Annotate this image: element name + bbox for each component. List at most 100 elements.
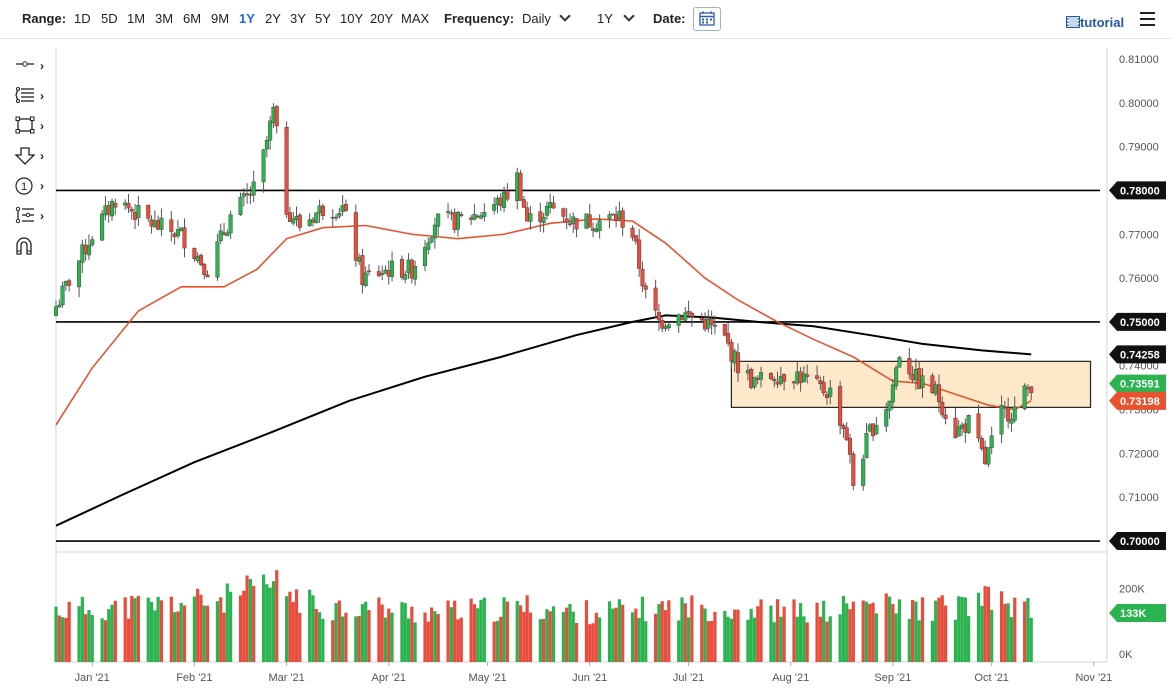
range-1m[interactable]: 1M <box>127 11 146 26</box>
volume-bar <box>472 604 477 662</box>
rectangle-tool[interactable]: › <box>14 116 50 140</box>
candle <box>910 373 915 381</box>
candle <box>449 212 454 215</box>
candle <box>113 202 118 208</box>
arrow-tool[interactable]: › <box>14 146 50 170</box>
candle <box>492 204 497 211</box>
volume-bar <box>173 612 177 662</box>
candle <box>228 214 233 234</box>
x-tick-label: Jun '21 <box>572 672 607 684</box>
y-tick-label: 0.72000 <box>1119 448 1159 460</box>
frequency-select[interactable]: Daily <box>522 10 571 26</box>
volume-bar <box>934 600 938 662</box>
volume-bar <box>677 620 681 662</box>
volume-bar <box>252 585 256 662</box>
range-1y[interactable]: 1Y <box>239 11 255 26</box>
volume-bar <box>436 614 440 662</box>
range-2y[interactable]: 2Y <box>265 11 281 26</box>
range-max[interactable]: MAX <box>401 11 430 26</box>
candle <box>617 211 622 219</box>
volume-bar <box>433 611 437 662</box>
volume-bar <box>84 614 88 662</box>
volume-bar <box>851 601 855 662</box>
candle <box>591 228 596 231</box>
range-5y[interactable]: 5Y <box>315 11 331 26</box>
crosshair-line-tool[interactable]: › <box>14 56 50 80</box>
y-tick-label: 0.79000 <box>1119 142 1159 154</box>
range-20y[interactable]: 20Y <box>370 11 394 26</box>
date-label: Date: <box>653 11 686 26</box>
candle <box>745 370 750 374</box>
range-10y[interactable]: 10Y <box>340 11 364 26</box>
volume-bar <box>891 604 895 662</box>
y-tick-label: 0.74000 <box>1119 361 1159 373</box>
price-tag-text: 0.73591 <box>1120 379 1160 391</box>
candle <box>821 381 826 394</box>
candle <box>469 217 474 220</box>
range-3y[interactable]: 3Y <box>290 11 306 26</box>
volume-bar <box>308 589 312 662</box>
candle <box>676 314 681 326</box>
candle <box>337 213 342 217</box>
range-1d[interactable]: 1D <box>74 11 91 26</box>
calendar-button[interactable] <box>693 7 721 31</box>
candle <box>159 217 164 230</box>
volume-bar <box>90 614 94 662</box>
candle <box>679 316 684 320</box>
volume-bar <box>887 596 892 662</box>
volume-bar <box>492 621 496 662</box>
range-3m[interactable]: 3M <box>155 11 174 26</box>
volume-bar <box>654 613 658 662</box>
volume-bar <box>225 583 229 662</box>
candle <box>149 219 154 227</box>
magnet-tool[interactable] <box>14 236 50 260</box>
marker-number: 1 <box>21 181 27 193</box>
fibonacci-icon <box>15 87 34 103</box>
volume-bar <box>621 604 625 662</box>
candle <box>732 350 737 364</box>
candle <box>479 215 484 219</box>
candle <box>518 173 523 201</box>
volume-bar <box>884 593 888 662</box>
volume-bar <box>894 613 898 662</box>
range-6m[interactable]: 6M <box>183 11 202 26</box>
volume-bar <box>429 607 434 662</box>
volume-bar <box>960 596 964 662</box>
candle <box>146 204 151 219</box>
volume-bar <box>364 601 368 662</box>
pattern-tool[interactable]: › <box>14 206 50 230</box>
candle <box>844 427 849 441</box>
candle <box>1022 385 1027 409</box>
volume-bar <box>990 609 994 662</box>
volume-bar <box>67 601 71 662</box>
candle <box>920 375 925 389</box>
candle <box>801 373 806 382</box>
volume-bar <box>874 613 878 662</box>
volume-bar <box>617 599 621 662</box>
volume-bar <box>574 622 579 662</box>
volume-bar <box>561 612 565 662</box>
candle <box>182 227 187 249</box>
volume-bar <box>937 597 941 662</box>
candle <box>848 437 853 455</box>
candle <box>363 272 368 286</box>
fibonacci-tool[interactable]: › <box>14 86 50 110</box>
range-5d[interactable]: 5D <box>101 11 118 26</box>
candle <box>495 198 500 205</box>
candle <box>759 372 764 380</box>
tutorial-link[interactable]: tutorial <box>1066 15 1124 30</box>
number-marker-tool[interactable]: 1 › <box>14 176 50 200</box>
volume-bar <box>383 617 388 662</box>
range-9m[interactable]: 9M <box>211 11 230 26</box>
volume-bar <box>1026 598 1030 662</box>
candle <box>152 220 157 228</box>
price-tag: 0.75000 <box>1109 312 1166 331</box>
volume-bar <box>710 620 714 662</box>
volume-bar <box>861 600 865 662</box>
candle <box>205 274 210 278</box>
period-select[interactable]: 1Y <box>597 10 635 26</box>
hamburger-menu-icon[interactable] <box>1140 12 1155 26</box>
candle <box>574 218 579 230</box>
volume-bar <box>828 616 832 662</box>
